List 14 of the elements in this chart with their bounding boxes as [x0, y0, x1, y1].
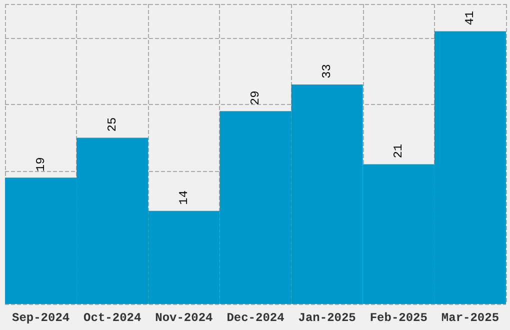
x-tick-label: Jan-2025 — [298, 311, 356, 325]
x-tick-label: Feb-2025 — [370, 311, 428, 325]
data-label: 33 — [320, 64, 334, 78]
x-tick-label: Nov-2024 — [155, 311, 213, 325]
data-label: 14 — [176, 190, 191, 205]
data-label: 25 — [105, 117, 120, 132]
x-tick-label: Oct-2024 — [84, 311, 142, 325]
data-label: 41 — [463, 10, 478, 26]
data-label: 21 — [392, 144, 406, 158]
x-tick-label: Mar-2025 — [441, 311, 500, 325]
data-label: 19 — [34, 157, 48, 172]
x-tick-label: Dec-2024 — [226, 311, 284, 325]
x-tick-label: Sep-2024 — [12, 311, 70, 325]
data-label: 29 — [248, 90, 262, 106]
